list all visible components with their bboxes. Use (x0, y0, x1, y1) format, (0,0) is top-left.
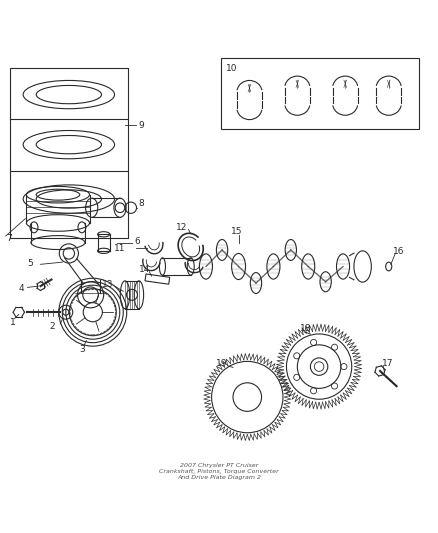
Bar (221, 58, 419, 130)
Text: 14: 14 (138, 265, 150, 274)
Text: 8: 8 (138, 199, 144, 208)
Text: 4: 4 (19, 284, 25, 293)
Text: 5: 5 (28, 260, 33, 269)
Text: 2007 Chrysler PT Cruiser
Crankshaft, Pistons, Torque Converter
And Drive Plate D: 2007 Chrysler PT Cruiser Crankshaft, Pis… (159, 463, 279, 480)
Text: 19: 19 (216, 359, 228, 368)
Text: 15: 15 (231, 227, 243, 236)
Text: 2: 2 (49, 322, 55, 331)
Text: 17: 17 (382, 359, 394, 368)
Text: 1: 1 (10, 318, 16, 327)
Text: 13: 13 (102, 280, 113, 289)
Text: 11: 11 (114, 244, 125, 253)
Text: 9: 9 (138, 120, 144, 130)
Text: 18: 18 (300, 324, 311, 333)
Text: 7: 7 (6, 233, 11, 243)
Text: 6: 6 (134, 237, 140, 246)
Text: 16: 16 (393, 247, 405, 256)
Bar (145, 274, 170, 284)
Text: 12: 12 (176, 223, 187, 232)
Text: 3: 3 (79, 345, 85, 354)
Text: 10: 10 (226, 64, 237, 73)
